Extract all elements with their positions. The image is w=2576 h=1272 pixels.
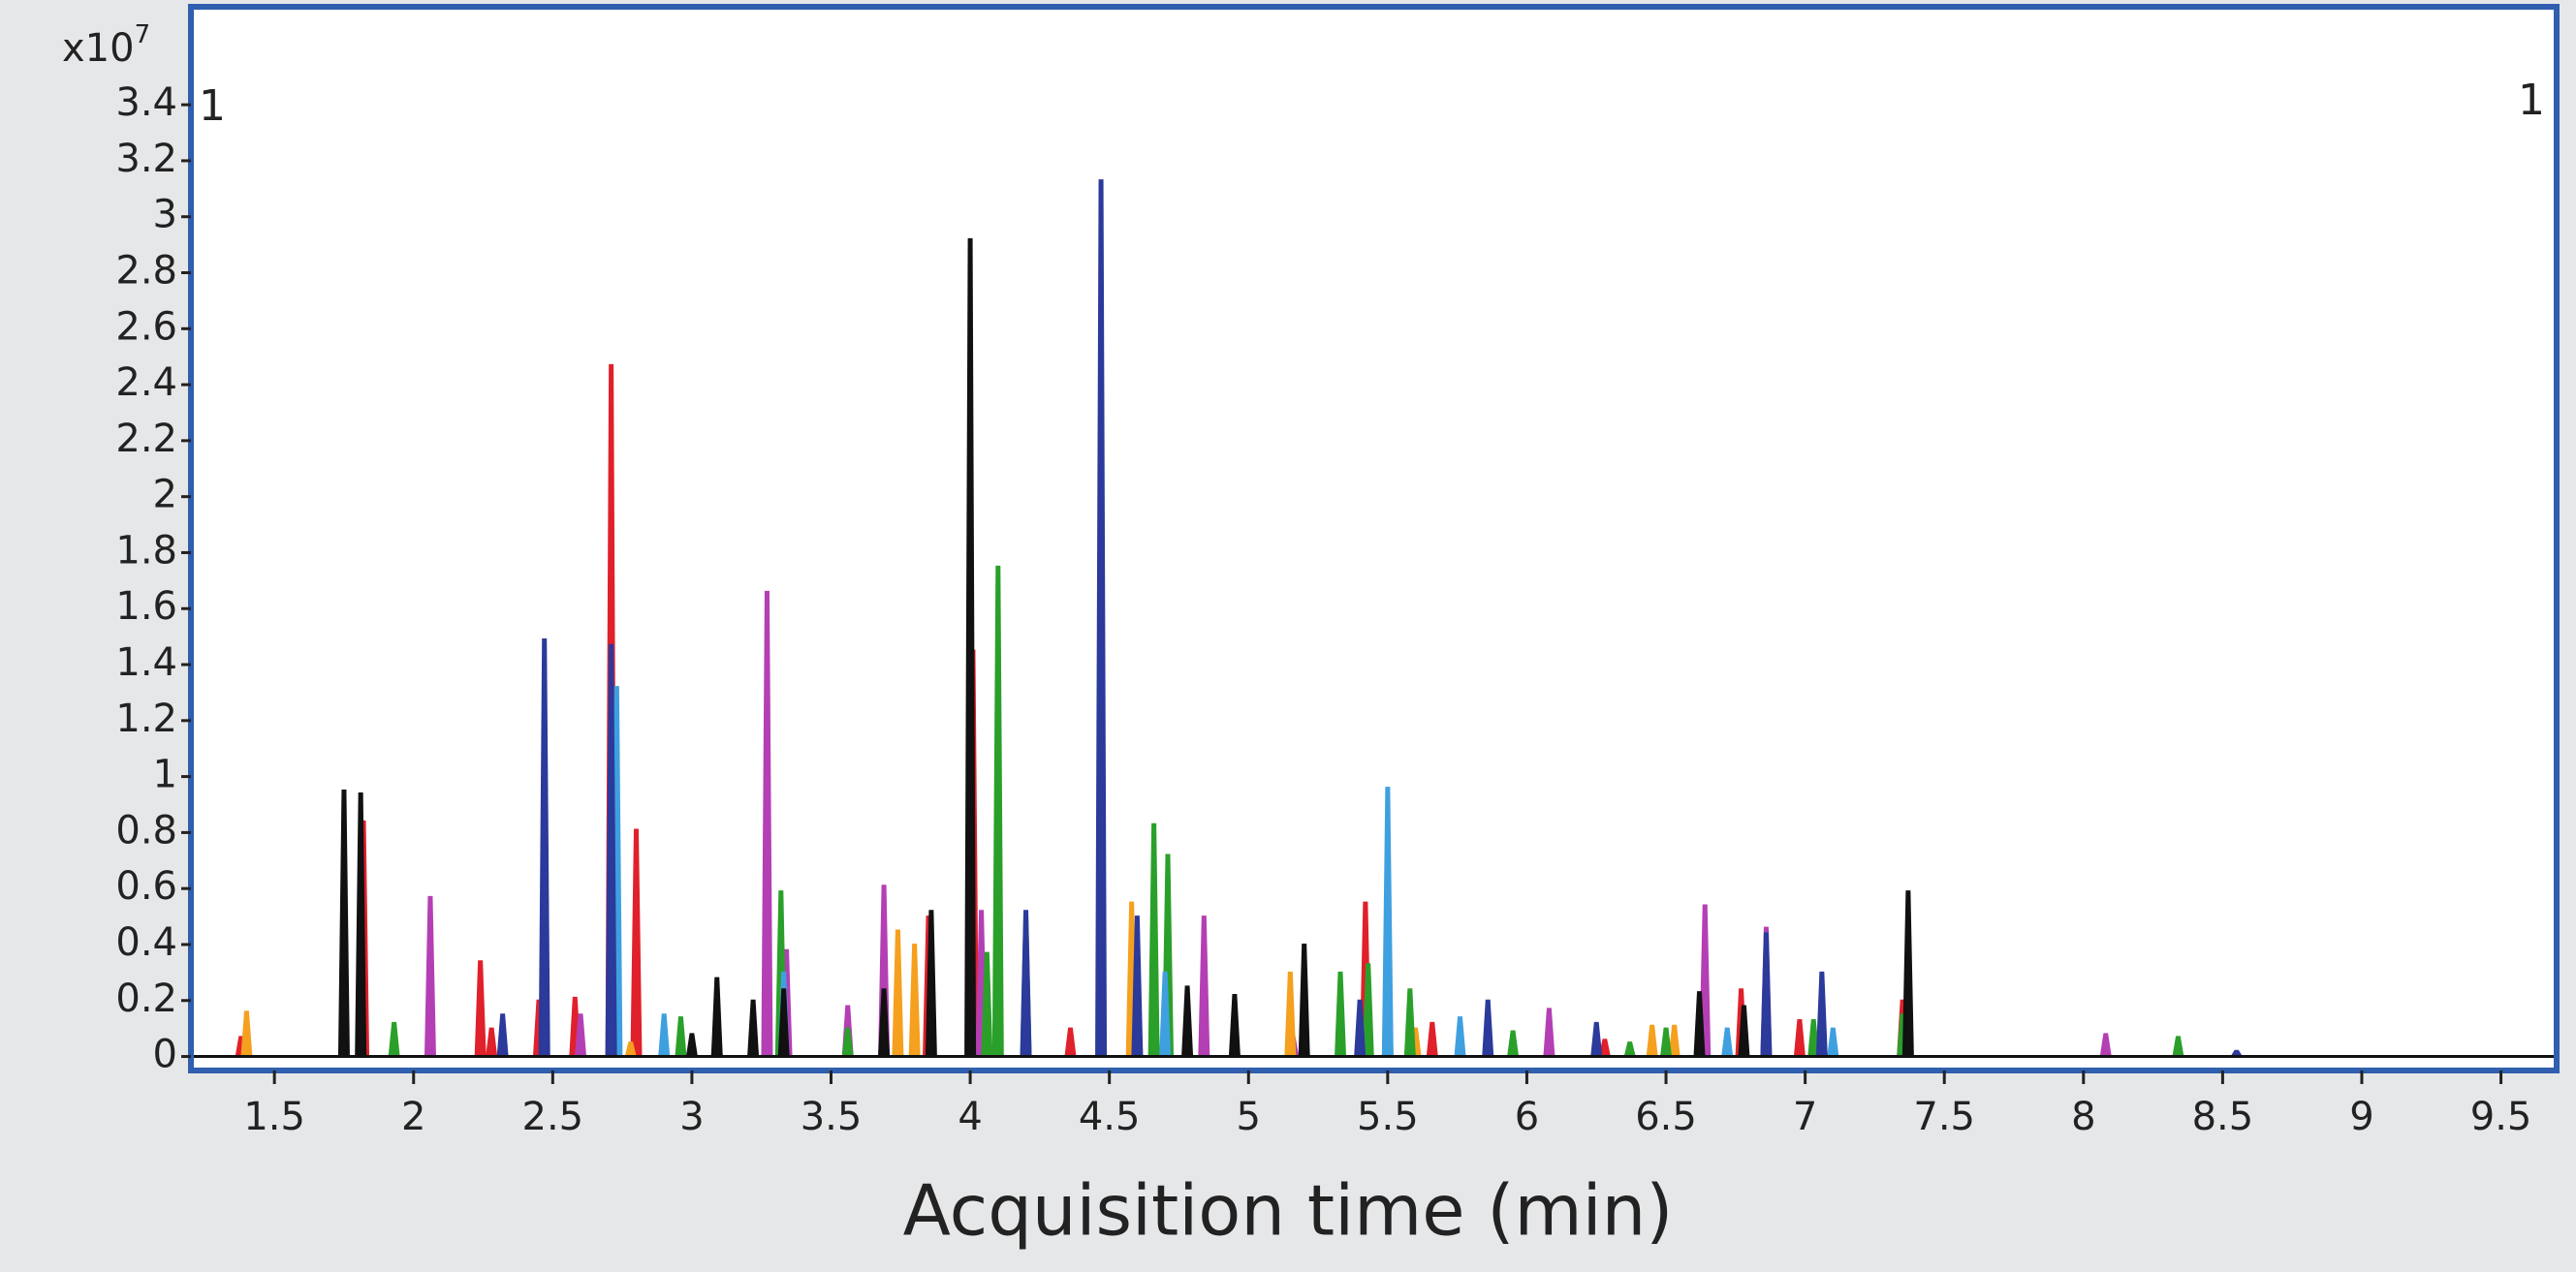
y-tick-label: 1.4 [115,640,177,685]
y-tick-label: 3.2 [115,137,177,181]
x-axis-title: Acquisition time (min) [903,1170,1674,1252]
x-tick-label: 9 [2349,1095,2373,1139]
peak [1738,1005,1750,1058]
y-tick-label: 1.6 [115,584,177,629]
x-tick-label: 3.5 [801,1095,863,1139]
y-tick-label: 0.8 [115,808,177,853]
y-tick-label: 2 [153,473,177,517]
x-tick-label: 5.5 [1357,1095,1419,1139]
x-tick-label: 2 [401,1095,425,1139]
peak [878,988,891,1058]
peak [777,988,790,1058]
y-tick-label: 2.4 [115,360,177,405]
x-tick-label: 3 [679,1095,704,1139]
annotation: 1 [199,81,226,131]
peak [685,1033,699,1058]
peak [1181,985,1194,1058]
y-tick-label: 3.4 [115,80,177,125]
peak [925,910,937,1058]
y-tick-label: 0.4 [115,920,177,965]
x-tick-label: 7.5 [1913,1095,1975,1139]
x-tick-label: 8.5 [2192,1095,2254,1139]
peak [1298,943,1310,1058]
x-tick-label: 7 [1793,1095,1817,1139]
y-tick-label: 0 [153,1033,177,1077]
peak [710,977,723,1058]
y-tick-label: 2.6 [115,304,177,349]
x-tick-label: 2.5 [522,1095,584,1139]
peak [355,791,367,1058]
y-tick-label: 2.8 [115,249,177,294]
plot-area [191,7,2557,1070]
peak [1901,890,1914,1058]
x-tick-label: 1.5 [243,1095,305,1139]
y-scale-label: x107 [62,20,150,72]
y-scale-base: x10 [62,26,135,71]
y-tick-label: 1.2 [115,697,177,741]
peak [1228,993,1241,1058]
peak [1693,991,1706,1058]
peak [964,237,977,1058]
y-tick-label: 3 [153,193,177,237]
x-tick-label: 6 [1515,1095,1539,1139]
x-tick-label: 4.5 [1079,1095,1141,1139]
x-tick-label: 5 [1237,1095,1261,1139]
y-scale-exponent: 7 [135,20,151,49]
y-tick-label: 0.6 [115,864,177,909]
x-tick-label: 6.5 [1635,1095,1697,1139]
y-tick-label: 0.2 [115,977,177,1021]
y-tick-label: 2.2 [115,417,177,461]
peak [337,790,350,1058]
x-tick-label: 8 [2071,1095,2095,1139]
x-tick-label: 9.5 [2470,1095,2532,1139]
x-tick-label: 4 [958,1095,982,1139]
y-tick-label: 1 [153,753,177,797]
annotation: 1 [2518,76,2545,125]
y-tick-label: 1.8 [115,528,177,573]
peak [747,999,760,1058]
plot-frame [188,4,2560,1073]
